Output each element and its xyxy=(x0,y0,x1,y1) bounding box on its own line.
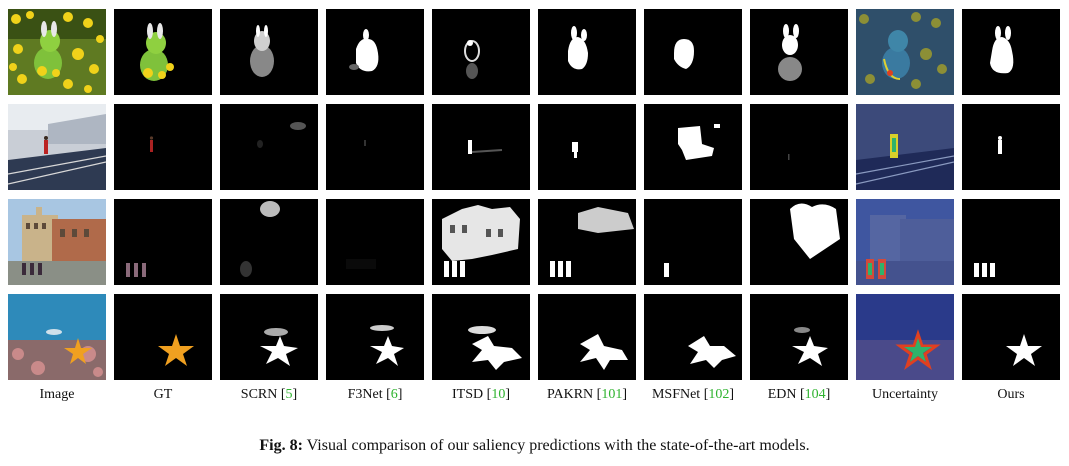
figure-number: Fig. 8: xyxy=(259,437,303,454)
gt-people-by-building xyxy=(114,199,212,285)
edn-starfish-underwater xyxy=(750,294,848,380)
uncertainty-starfish-underwater xyxy=(856,294,954,380)
pakrn-runner-on-track xyxy=(538,104,636,190)
uncertainty-people-by-building xyxy=(856,199,954,285)
f3net-starfish-underwater xyxy=(326,294,424,380)
column-label-edn: EDN [104] xyxy=(767,387,831,402)
column-label-image: Image xyxy=(39,387,75,402)
gt-runner-on-track xyxy=(114,104,212,190)
scrn-runner-on-track xyxy=(220,104,318,190)
gt-toy-in-flowers xyxy=(114,9,212,95)
column-label-gt: GT xyxy=(153,387,173,402)
msfnet-starfish-underwater xyxy=(644,294,742,380)
scrn-starfish-underwater xyxy=(220,294,318,380)
uncertainty-runner-on-track xyxy=(856,104,954,190)
image-starfish-underwater xyxy=(8,294,106,380)
figure-caption: Fig. 8: Visual comparison of our salienc… xyxy=(0,436,1069,456)
itsd-people-by-building xyxy=(432,199,530,285)
citation-link[interactable]: 5 xyxy=(285,387,293,402)
f3net-people-by-building xyxy=(326,199,424,285)
itsd-starfish-underwater xyxy=(432,294,530,380)
ours-runner-on-track xyxy=(962,104,1060,190)
column-label-uncertainty: Uncertainty xyxy=(871,387,939,402)
scrn-toy-in-flowers xyxy=(220,9,318,95)
column-label-pakrn: PAKRN [101] xyxy=(546,387,627,402)
column-label-itsd: ITSD [10] xyxy=(452,387,510,402)
scrn-people-by-building xyxy=(220,199,318,285)
column-label-msfnet: MSFNet [102] xyxy=(651,387,735,402)
f3net-toy-in-flowers xyxy=(326,9,424,95)
msfnet-toy-in-flowers xyxy=(644,9,742,95)
f3net-runner-on-track xyxy=(326,104,424,190)
pakrn-toy-in-flowers xyxy=(538,9,636,95)
edn-people-by-building xyxy=(750,199,848,285)
image-people-by-building xyxy=(8,199,106,285)
pakrn-starfish-underwater xyxy=(538,294,636,380)
citation-link[interactable]: 101 xyxy=(601,387,623,402)
column-label-ours: Ours xyxy=(997,387,1025,402)
citation-link[interactable]: 104 xyxy=(804,387,826,402)
msfnet-people-by-building xyxy=(644,199,742,285)
msfnet-runner-on-track xyxy=(644,104,742,190)
pakrn-people-by-building xyxy=(538,199,636,285)
column-label-scrn: SCRN [5] xyxy=(240,387,298,402)
image-toy-in-flowers xyxy=(8,9,106,95)
ours-starfish-underwater xyxy=(962,294,1060,380)
caption-text: Visual comparison of our saliency predic… xyxy=(306,437,810,454)
comparison-grid xyxy=(8,9,1066,381)
citation-link[interactable]: 6 xyxy=(390,387,398,402)
citation-link[interactable]: 102 xyxy=(708,387,730,402)
ours-toy-in-flowers xyxy=(962,9,1060,95)
column-label-f3net: F3Net [6] xyxy=(347,387,403,402)
itsd-runner-on-track xyxy=(432,104,530,190)
ours-people-by-building xyxy=(962,199,1060,285)
itsd-toy-in-flowers xyxy=(432,9,530,95)
gt-starfish-underwater xyxy=(114,294,212,380)
uncertainty-toy-in-flowers xyxy=(856,9,954,95)
citation-link[interactable]: 10 xyxy=(491,387,506,402)
image-runner-on-track xyxy=(8,104,106,190)
edn-runner-on-track xyxy=(750,104,848,190)
edn-toy-in-flowers xyxy=(750,9,848,95)
